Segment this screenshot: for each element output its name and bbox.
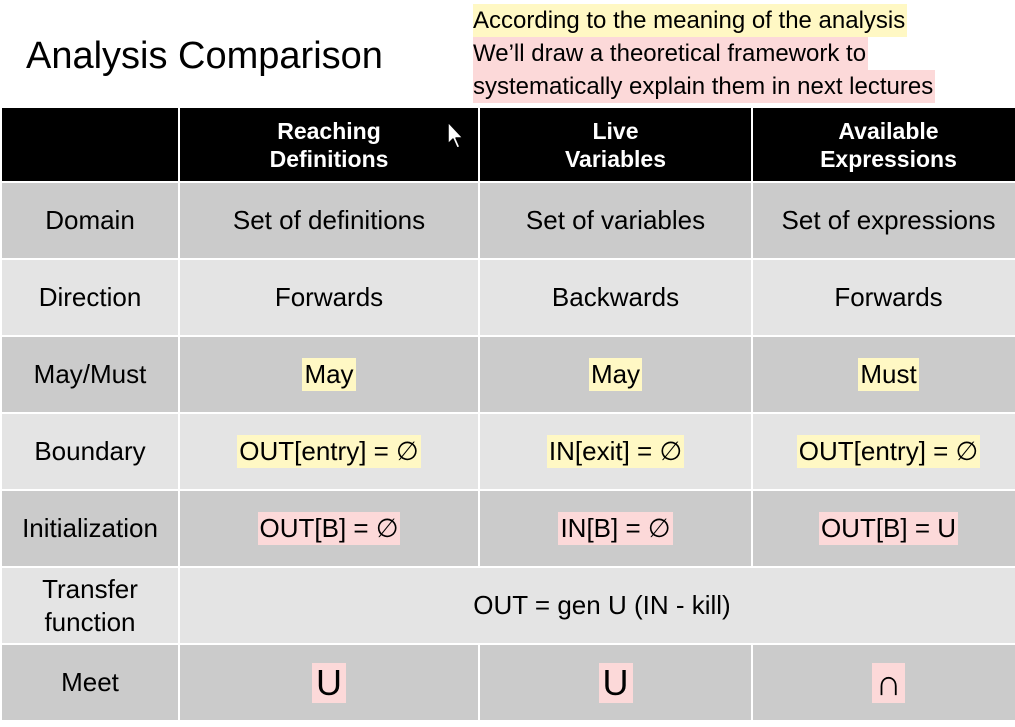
header-available-expressions: Available Expressions	[751, 106, 1015, 183]
table-cell: OUT[entry] = ∅	[751, 412, 1015, 491]
highlighted-value: Must	[858, 358, 919, 391]
table-cell: May	[178, 335, 480, 414]
row-label: Direction	[0, 258, 180, 337]
header-reaching-definitions: Reaching Definitions	[178, 106, 480, 183]
highlighted-value: OUT[B] = ∅	[257, 512, 401, 545]
highlighted-value: OUT[entry] = ∅	[237, 435, 421, 468]
highlighted-value: OUT[entry] = ∅	[796, 435, 981, 468]
header-live-variables: Live Variables	[478, 106, 753, 183]
table-cell: Set of definitions	[178, 181, 480, 260]
meet-operator: U	[598, 662, 633, 703]
row-label: Domain	[0, 181, 180, 260]
table-cell: OUT[entry] = ∅	[178, 412, 480, 491]
header-corner	[0, 106, 180, 183]
row-label: May/Must	[0, 335, 180, 414]
table-cell: OUT[B] = ∅	[178, 489, 480, 568]
slide-note: According to the meaning of the analysis…	[473, 4, 1015, 103]
header-row: Reaching Definitions Live Variables Avai…	[0, 106, 1015, 183]
highlighted-value: IN[B] = ∅	[558, 512, 673, 545]
table-cell: OUT[B] = U	[751, 489, 1015, 568]
table-cell: Set of expressions	[751, 181, 1015, 260]
slide-title: Analysis Comparison	[26, 35, 383, 77]
note-line-3: systematically explain them in next lect…	[473, 70, 936, 103]
table-cell: May	[478, 335, 753, 414]
meet-operator: ∩	[871, 662, 906, 703]
highlighted-value: OUT[B] = U	[818, 512, 959, 545]
row-label: Initialization	[0, 489, 180, 568]
table-cell: IN[exit] = ∅	[478, 412, 753, 491]
table-row-initialization: Initialization OUT[B] = ∅ IN[B] = ∅ OUT[…	[0, 489, 1015, 568]
highlighted-value: May	[302, 358, 356, 391]
note-line-1: According to the meaning of the analysis	[473, 4, 908, 37]
table-cell: Backwards	[478, 258, 753, 337]
table-cell-merged: OUT = gen U (IN - kill)	[178, 566, 1015, 645]
row-label: Boundary	[0, 412, 180, 491]
table-row-direction: Direction Forwards Backwards Forwards	[0, 258, 1015, 337]
table-cell: U	[478, 643, 753, 722]
table-row-transfer-function: Transfer function OUT = gen U (IN - kill…	[0, 566, 1015, 645]
note-line-2: We’ll draw a theoretical framework to	[473, 37, 869, 70]
highlighted-value: May	[588, 358, 643, 391]
meet-operator: U	[312, 662, 346, 703]
table-row-meet: Meet U U ∩	[0, 643, 1015, 722]
table-cell: Forwards	[178, 258, 480, 337]
highlighted-value: IN[exit] = ∅	[546, 435, 685, 468]
row-label: Transfer function	[0, 566, 180, 645]
table-cell: U	[178, 643, 480, 722]
comparison-table: Reaching Definitions Live Variables Avai…	[0, 106, 1015, 722]
table-cell: IN[B] = ∅	[478, 489, 753, 568]
mouse-pointer-icon	[447, 121, 464, 149]
table-row-boundary: Boundary OUT[entry] = ∅ IN[exit] = ∅ OUT…	[0, 412, 1015, 491]
table-cell: Must	[751, 335, 1015, 414]
table-row-domain: Domain Set of definitions Set of variabl…	[0, 181, 1015, 260]
table-row-may-must: May/Must May May Must	[0, 335, 1015, 414]
table-cell: Forwards	[751, 258, 1015, 337]
table-cell: Set of variables	[478, 181, 753, 260]
row-label: Meet	[0, 643, 180, 722]
table-cell: ∩	[751, 643, 1015, 722]
